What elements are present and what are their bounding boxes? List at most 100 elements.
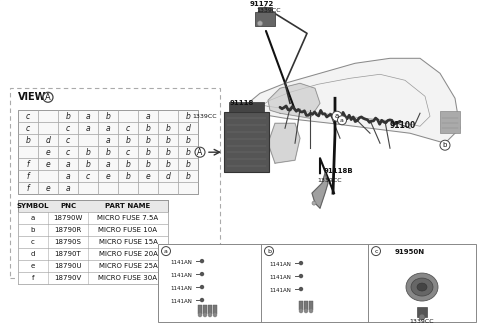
Bar <box>417 307 427 317</box>
Circle shape <box>201 298 204 301</box>
Text: 18790U: 18790U <box>54 263 82 269</box>
Text: c: c <box>86 172 90 181</box>
Bar <box>18 212 168 224</box>
Circle shape <box>201 259 204 263</box>
Text: 18790T: 18790T <box>55 251 82 257</box>
Text: b: b <box>145 148 150 157</box>
Bar <box>78 134 98 146</box>
Polygon shape <box>268 83 320 118</box>
Bar <box>58 146 78 158</box>
Circle shape <box>199 314 202 317</box>
Bar <box>18 170 38 182</box>
Bar <box>138 134 158 146</box>
Bar <box>98 170 118 182</box>
Bar <box>58 134 78 146</box>
Bar <box>98 158 118 170</box>
Bar <box>18 272 168 284</box>
Text: b: b <box>166 148 170 157</box>
Bar <box>178 170 198 182</box>
Bar <box>18 224 168 236</box>
Bar <box>138 170 158 182</box>
Bar <box>38 170 58 182</box>
Circle shape <box>332 111 342 121</box>
Circle shape <box>43 92 53 102</box>
Bar <box>203 305 207 314</box>
Text: b: b <box>186 136 191 145</box>
Text: b: b <box>186 172 191 181</box>
Text: c: c <box>66 124 70 133</box>
Text: e: e <box>46 160 50 169</box>
Circle shape <box>264 247 274 256</box>
Text: b: b <box>106 148 110 157</box>
Bar <box>178 122 198 134</box>
Text: PART NAME: PART NAME <box>106 203 151 209</box>
Text: f: f <box>27 184 29 193</box>
Text: a: a <box>335 113 339 119</box>
Text: a: a <box>340 118 344 123</box>
Bar <box>178 110 198 122</box>
Text: c: c <box>66 136 70 145</box>
Text: 91118: 91118 <box>230 100 254 106</box>
Bar <box>18 110 198 194</box>
Text: 1339CC: 1339CC <box>317 178 342 183</box>
Text: a: a <box>86 112 90 121</box>
Text: 1339CC: 1339CC <box>410 319 434 324</box>
Bar <box>78 146 98 158</box>
Circle shape <box>300 261 302 265</box>
Bar <box>208 305 212 314</box>
Text: b: b <box>443 142 447 148</box>
Bar <box>138 146 158 158</box>
Bar <box>118 110 138 122</box>
Circle shape <box>300 310 302 313</box>
Circle shape <box>300 288 302 291</box>
Text: SYMBOL: SYMBOL <box>17 203 49 209</box>
Bar <box>118 134 138 146</box>
Polygon shape <box>312 173 328 208</box>
Text: b: b <box>106 112 110 121</box>
Text: b: b <box>267 249 271 254</box>
Bar <box>38 134 58 146</box>
Text: b: b <box>66 112 71 121</box>
Ellipse shape <box>417 283 427 291</box>
Text: f: f <box>32 275 34 281</box>
Bar <box>38 182 58 194</box>
Text: a: a <box>66 184 70 193</box>
Text: c: c <box>126 148 130 157</box>
Text: d: d <box>46 136 50 145</box>
Bar <box>158 134 178 146</box>
Bar <box>78 182 98 194</box>
Circle shape <box>195 147 205 157</box>
Text: b: b <box>31 227 35 233</box>
Circle shape <box>201 273 204 276</box>
Bar <box>158 170 178 182</box>
Text: e: e <box>31 263 35 269</box>
Text: A: A <box>197 148 203 157</box>
Text: c: c <box>374 249 378 254</box>
Bar <box>58 110 78 122</box>
Text: b: b <box>85 148 90 157</box>
Text: c: c <box>26 112 30 121</box>
Text: VIEW: VIEW <box>18 92 47 102</box>
Bar <box>178 146 198 158</box>
Bar <box>309 301 313 310</box>
Text: 1141AN: 1141AN <box>170 286 192 291</box>
Bar <box>78 158 98 170</box>
Text: d: d <box>31 251 35 257</box>
Circle shape <box>208 314 212 317</box>
Bar <box>158 244 476 322</box>
Text: c: c <box>126 124 130 133</box>
Text: MICRO FUSE 20A: MICRO FUSE 20A <box>98 251 157 257</box>
Circle shape <box>310 310 312 313</box>
Bar <box>18 200 168 284</box>
Bar <box>138 182 158 194</box>
Text: b: b <box>126 136 131 145</box>
Text: b: b <box>85 160 90 169</box>
Bar <box>158 158 178 170</box>
Bar <box>440 111 460 133</box>
Text: 1339CC: 1339CC <box>256 9 281 13</box>
Text: a: a <box>86 124 90 133</box>
Bar <box>118 122 138 134</box>
Bar <box>118 170 138 182</box>
Bar <box>18 134 38 146</box>
Text: 18790V: 18790V <box>54 275 82 281</box>
